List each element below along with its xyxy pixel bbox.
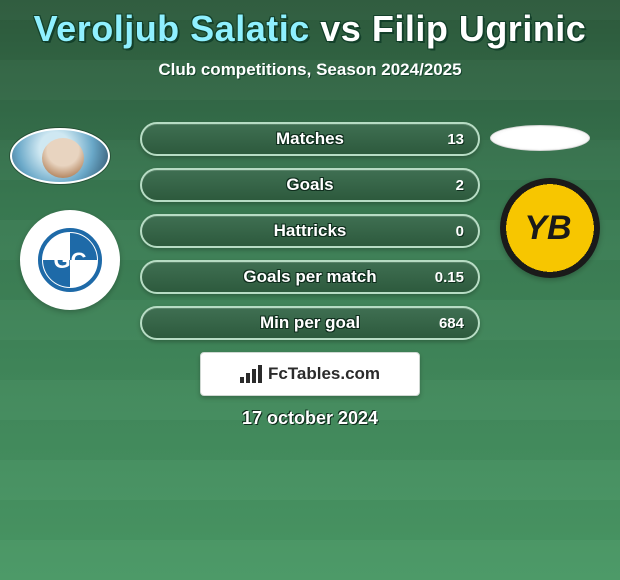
svg-text:GC: GC — [54, 248, 87, 273]
stat-right-value: 2 — [442, 170, 478, 200]
stat-left-value — [142, 170, 170, 200]
stat-right-value: 13 — [433, 124, 478, 154]
stat-row: Hattricks 0 — [140, 214, 480, 248]
stat-right-value: 0 — [442, 216, 478, 246]
stat-right-value: 0.15 — [421, 262, 478, 292]
stat-right-value: 684 — [425, 308, 478, 338]
subtitle: Club competitions, Season 2024/2025 — [0, 60, 620, 80]
stat-left-value — [142, 124, 170, 154]
bar-chart-icon — [240, 365, 262, 383]
young-boys-logo-text: YB — [524, 209, 571, 248]
date-text: 17 october 2024 — [0, 408, 620, 429]
player1-name: Veroljub Salatic — [34, 8, 310, 49]
player2-avatar — [490, 125, 590, 151]
stat-label: Matches — [142, 124, 478, 154]
club-badge-left: GC — [20, 210, 120, 310]
stat-row: Matches 13 — [140, 122, 480, 156]
stat-row: Goals 2 — [140, 168, 480, 202]
page-title: Veroljub Salatic vs Filip Ugrinic — [0, 0, 620, 50]
stat-left-value — [142, 216, 170, 246]
grasshopper-logo-icon: GC — [35, 225, 105, 295]
branding-badge: FcTables.com — [200, 352, 420, 396]
stat-row: Min per goal 684 — [140, 306, 480, 340]
vs-text: vs — [320, 8, 361, 49]
branding-text: FcTables.com — [268, 364, 380, 384]
stat-label: Goals — [142, 170, 478, 200]
player2-name: Filip Ugrinic — [372, 8, 587, 49]
stat-left-value — [142, 262, 170, 292]
stat-label: Hattricks — [142, 216, 478, 246]
stat-left-value — [142, 308, 170, 338]
stats-list: Matches 13 Goals 2 Hattricks 0 Goals per… — [140, 122, 480, 352]
comparison-card: Veroljub Salatic vs Filip Ugrinic Club c… — [0, 0, 620, 580]
stat-row: Goals per match 0.15 — [140, 260, 480, 294]
player1-avatar — [10, 128, 110, 184]
club-badge-right: YB — [500, 178, 600, 278]
